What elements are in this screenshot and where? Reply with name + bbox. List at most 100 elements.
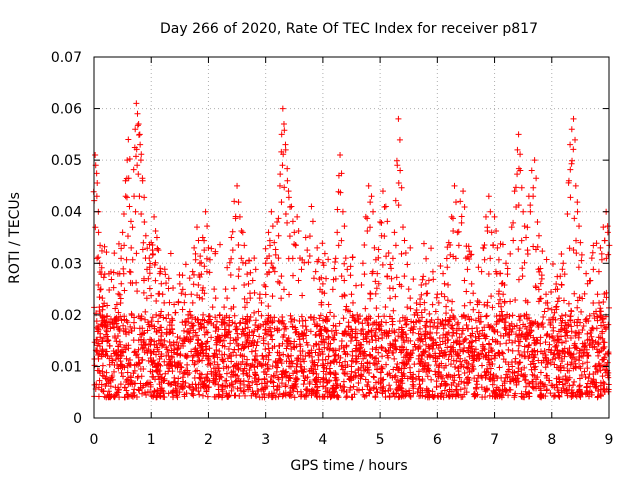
data-point-background: [535, 324, 542, 331]
data-point-background: [235, 266, 242, 273]
data-point-background: [99, 321, 106, 328]
data-point-background: [278, 273, 285, 280]
data-point-background: [552, 343, 559, 350]
data-point-background: [313, 388, 320, 395]
data-point-background: [509, 339, 516, 346]
data-point-background: [448, 307, 455, 314]
data-point-background: [410, 378, 417, 385]
data-point-background: [461, 391, 468, 398]
data-point: [474, 301, 481, 308]
data-point-background: [153, 362, 160, 369]
data-point-background: [142, 316, 149, 323]
data-point-background: [597, 392, 604, 399]
data-point-background: [231, 312, 238, 319]
data-point-background: [376, 326, 383, 333]
data-point-background: [362, 305, 369, 312]
data-point: [224, 295, 231, 302]
data-point-background: [341, 260, 348, 267]
data-point-background: [372, 278, 379, 285]
data-point: [135, 121, 142, 128]
data-point-background: [357, 341, 364, 348]
data-point-background: [319, 351, 326, 358]
data-point-background: [291, 367, 298, 374]
data-point: [401, 273, 408, 280]
data-point-background: [382, 303, 389, 310]
data-point-background: [212, 314, 219, 321]
data-point-background: [505, 368, 512, 375]
data-point-background: [444, 344, 451, 351]
data-point: [98, 271, 105, 278]
data-point-background: [526, 341, 533, 348]
data-point-background: [182, 352, 189, 359]
data-point-background: [107, 325, 114, 332]
data-point-background: [223, 331, 230, 338]
data-point-background: [172, 363, 179, 370]
data-point-background: [398, 369, 405, 376]
data-point: [497, 270, 504, 277]
data-point-background: [481, 332, 488, 339]
data-point-background: [240, 388, 247, 395]
data-point-background: [409, 376, 416, 383]
data-point-background: [367, 290, 374, 297]
data-point-background: [109, 373, 116, 380]
data-point-background: [299, 333, 306, 340]
data-point: [134, 162, 141, 169]
data-point-background: [537, 393, 544, 400]
data-point-background: [342, 358, 349, 365]
data-point-background: [370, 373, 377, 380]
data-point-background: [383, 361, 390, 368]
data-point: [430, 323, 437, 330]
data-point: [319, 280, 326, 287]
data-point-background: [201, 263, 208, 270]
data-point: [304, 247, 311, 254]
data-point-background: [197, 253, 204, 260]
data-point-background: [540, 383, 547, 390]
data-point-background: [303, 326, 310, 333]
data-point-background: [267, 332, 274, 339]
data-point-background: [235, 365, 242, 372]
data-point-background: [489, 336, 496, 343]
data-point-background: [255, 376, 262, 383]
data-point: [400, 224, 406, 231]
data-point-background: [386, 370, 393, 377]
data-point-background: [182, 291, 189, 298]
data-point-background: [236, 320, 243, 327]
data-point-background: [380, 383, 387, 390]
data-point-background: [495, 300, 502, 307]
data-point-background: [170, 387, 177, 394]
data-point-background: [170, 339, 177, 346]
data-point-background: [242, 392, 249, 399]
data-point-background: [190, 327, 197, 334]
data-point: [93, 193, 100, 200]
data-point: [604, 223, 611, 230]
data-point: [165, 311, 172, 318]
data-point-background: [604, 372, 611, 379]
data-point-background: [297, 388, 304, 395]
data-point-background: [332, 323, 339, 330]
data-point: [236, 213, 243, 220]
data-point-background: [478, 362, 485, 369]
data-point-background: [118, 245, 125, 252]
data-point: [199, 234, 206, 241]
data-point-background: [105, 393, 112, 400]
data-point-background: [232, 363, 239, 370]
data-point-background: [147, 355, 154, 362]
data-point-background: [107, 315, 114, 322]
data-point-background: [332, 370, 339, 377]
data-point: [97, 286, 104, 293]
data-point-background: [157, 265, 164, 272]
data-point: [232, 215, 239, 222]
data-point-background: [215, 367, 222, 374]
data-point: [211, 286, 218, 293]
data-point: [577, 239, 584, 246]
data-point-background: [196, 391, 203, 398]
data-point-background: [181, 393, 188, 400]
data-point-background: [242, 332, 249, 339]
data-point-background: [550, 393, 557, 400]
data-point-background: [107, 383, 114, 390]
data-point-background: [532, 340, 539, 347]
data-point: [365, 182, 372, 189]
data-point-background: [237, 380, 244, 387]
data-point-background: [383, 329, 390, 336]
data-point-background: [536, 295, 543, 302]
